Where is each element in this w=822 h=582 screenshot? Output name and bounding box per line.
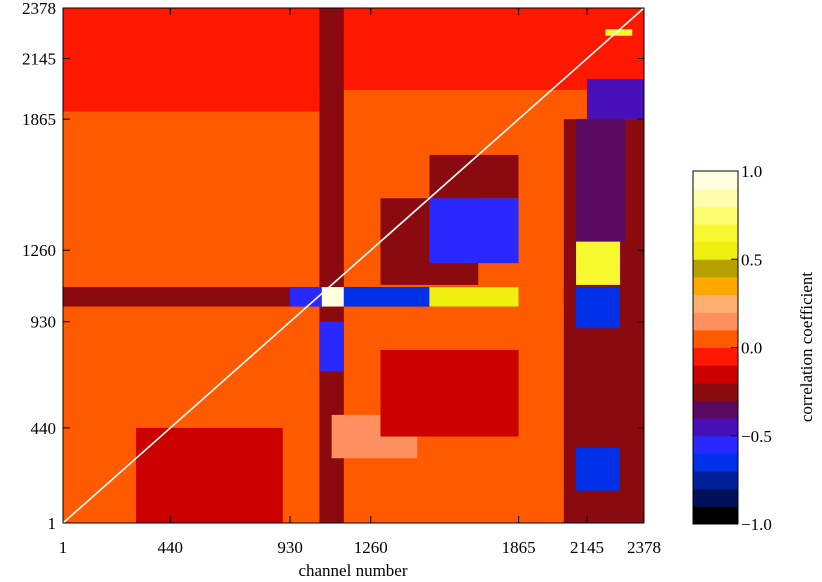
heatmap-region-17 [576,287,621,329]
heatmap-region-7 [343,287,430,307]
colorbar [693,171,738,525]
colorbar-level-17 [693,206,738,225]
y-tick-label: 1865 [22,110,56,129]
colorbar-level-8 [693,365,738,384]
colorbar-level-15 [693,241,738,260]
colorbar-level-4 [693,435,738,454]
heatmap-region-24 [63,35,320,112]
heatmap-region-9 [319,321,344,372]
colorbar-level-5 [693,418,738,437]
colorbar-tick-label: −1.0 [741,515,772,534]
colorbar-label: correlation coefficient [797,272,816,423]
colorbar-level-16 [693,223,738,243]
colorbar-level-19 [693,171,738,190]
diagonal-line-path [63,8,644,523]
x-axis: 1 440 930 1260 1865 2145 2378 [59,8,661,557]
y-tick-label: 1260 [22,241,56,260]
heatmap-region-12 [429,198,519,264]
colorbar-ticks: −1.0 −0.5 0.0 0.5 1.0 [731,162,772,534]
diagonal-line [63,8,644,523]
colorbar-level-2 [693,471,738,490]
heatmap-region-19 [576,119,625,242]
heatmap-region-25 [343,35,644,80]
y-tick-label: 440 [31,419,57,438]
colorbar-level-9 [693,347,738,366]
colorbar-level-18 [693,188,738,207]
y-tick-label: 930 [31,313,57,332]
heatmap-region-16 [576,241,621,285]
colorbar-level-14 [693,259,738,278]
heatmap-region-6 [290,287,322,307]
x-tick-label: 1865 [502,538,536,557]
x-tick-label: 930 [277,538,303,557]
heatmap-region-5 [321,289,342,305]
colorbar-level-7 [693,382,738,401]
heatmap-region-22 [136,427,283,523]
x-tick-label: 1260 [354,538,388,557]
x-axis-label: channel number [298,561,407,580]
x-tick-label: 2145 [570,538,604,557]
x-tick-label: 2378 [627,538,661,557]
y-tick-label: 2145 [22,49,56,68]
heatmap-region-18 [576,447,621,491]
y-axis: 1 440 930 1260 1865 2145 2378 [22,0,644,533]
colorbar-level-6 [693,400,738,419]
colorbar-tick-label: −0.5 [741,427,772,446]
heatmap-region-14 [518,119,564,523]
x-tick-label: 440 [158,538,184,557]
x-tick-label: 1 [59,538,68,557]
heatmap-region-13 [429,154,519,199]
y-tick-label: 1 [48,514,57,533]
colorbar-level-13 [693,276,738,296]
colorbar-level-10 [693,329,738,348]
colorbar-level-12 [693,294,738,313]
plot-frame [62,7,645,524]
colorbar-tick-label: 0.0 [741,339,762,358]
heatmap-region-23 [380,349,519,437]
colorbar-tick-label: 0.5 [741,250,762,269]
colorbar-tick-label: 1.0 [741,162,762,181]
colorbar-level-0 [693,506,738,525]
colorbar-level-3 [693,453,738,472]
colorbar-level-1 [693,488,738,507]
y-tick-label: 2378 [22,0,56,18]
colorbar-level-11 [693,312,738,331]
heatmap-region-8 [429,287,519,307]
